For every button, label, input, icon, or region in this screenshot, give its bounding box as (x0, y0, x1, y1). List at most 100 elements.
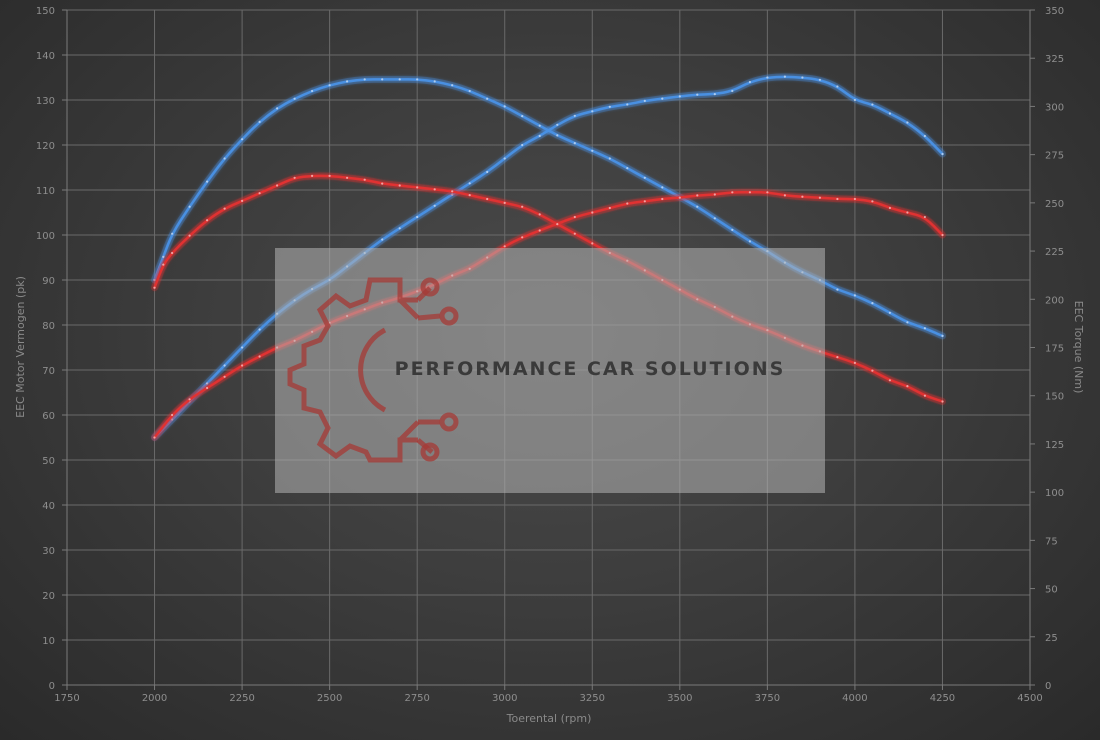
data-point (556, 223, 559, 226)
data-point (538, 124, 541, 127)
data-point (293, 176, 296, 179)
data-point (223, 375, 226, 378)
data-point (241, 199, 244, 202)
data-point (801, 76, 804, 79)
data-point (206, 382, 209, 385)
data-point (398, 78, 401, 81)
y-left-tick-label: 140 (36, 51, 55, 62)
data-point (521, 205, 524, 208)
data-point (433, 188, 436, 191)
data-point (451, 193, 454, 196)
data-point (923, 215, 927, 219)
y-right-tick-label: 0 (1045, 681, 1051, 692)
data-point (871, 302, 874, 305)
data-point (783, 75, 787, 78)
data-point (468, 194, 471, 197)
data-point (731, 191, 734, 194)
data-point (206, 386, 209, 390)
data-point (258, 192, 261, 195)
data-point (538, 134, 541, 138)
data-point (521, 143, 524, 147)
data-point (643, 176, 646, 179)
data-point (696, 93, 699, 96)
y-left-tick-label: 110 (36, 186, 55, 197)
x-tick-label: 3000 (492, 693, 517, 704)
data-point (188, 234, 191, 237)
data-point (573, 215, 576, 219)
data-point (713, 93, 716, 96)
data-point (748, 240, 752, 243)
data-point (573, 142, 576, 145)
data-point (818, 196, 822, 199)
y-right-tick-label: 200 (1045, 295, 1064, 306)
data-point (906, 211, 909, 214)
y-left-tick-label: 130 (36, 96, 55, 107)
data-point (171, 232, 174, 235)
data-point (556, 134, 559, 137)
data-point (223, 157, 226, 160)
data-point (451, 190, 454, 193)
data-point (853, 294, 857, 297)
y-right-tick-label: 350 (1045, 6, 1064, 17)
y-left-tick-label: 10 (42, 636, 55, 647)
data-point (503, 245, 506, 248)
data-point (153, 286, 156, 289)
x-tick-label: 2000 (142, 693, 167, 704)
data-point (643, 200, 646, 203)
y-right-tick-label: 125 (1045, 440, 1064, 451)
data-point (398, 184, 401, 187)
data-point (381, 182, 384, 185)
data-point (696, 205, 699, 208)
y-right-tick-label: 250 (1045, 199, 1064, 210)
data-point (626, 167, 629, 170)
x-tick-label: 4250 (930, 693, 955, 704)
x-tick-label: 3250 (580, 693, 605, 704)
data-point (188, 205, 191, 208)
y-axis-left-title: EEC Motor Vermogen (pk) (14, 276, 27, 418)
data-point (836, 197, 839, 201)
data-point (871, 369, 874, 372)
data-point (433, 204, 436, 207)
data-point (276, 107, 279, 110)
data-point (661, 186, 664, 189)
data-point (853, 197, 857, 201)
data-point (591, 211, 594, 214)
watermark-text: PERFORMANCE CAR SOLUTIONS (395, 358, 786, 380)
y-left-tick-label: 20 (42, 591, 55, 602)
y-left-tick-label: 30 (42, 546, 55, 557)
y-right-tick-label: 275 (1045, 151, 1064, 162)
data-point (836, 288, 839, 291)
data-point (661, 97, 664, 100)
data-point (731, 89, 734, 93)
y-left-tick-label: 120 (36, 141, 55, 152)
data-point (521, 236, 524, 239)
data-point (591, 242, 594, 245)
data-point (468, 182, 471, 185)
y-right-tick-label: 225 (1045, 247, 1064, 258)
x-tick-label: 4500 (1017, 693, 1042, 704)
data-point (573, 114, 576, 117)
data-point (162, 263, 165, 266)
data-point (241, 364, 244, 367)
data-point (346, 176, 349, 179)
data-point (731, 228, 734, 231)
x-tick-label: 4000 (842, 693, 867, 704)
y-left-tick-label: 50 (42, 456, 55, 467)
data-point (888, 206, 892, 210)
data-point (416, 78, 419, 81)
y-left-tick-label: 60 (42, 411, 55, 422)
data-point (591, 149, 594, 152)
data-point (608, 157, 611, 160)
data-point (696, 194, 699, 197)
y-right-tick-label: 300 (1045, 102, 1064, 113)
data-point (608, 105, 611, 108)
data-point (538, 229, 541, 232)
x-tick-label: 1750 (54, 693, 79, 704)
data-point (556, 123, 559, 126)
y-left-tick-label: 40 (42, 501, 55, 512)
y-axis-right-title: EEC Torque (Nm) (1072, 301, 1085, 394)
data-point (766, 191, 769, 194)
data-point (643, 99, 646, 102)
y-right-tick-label: 75 (1045, 536, 1058, 547)
